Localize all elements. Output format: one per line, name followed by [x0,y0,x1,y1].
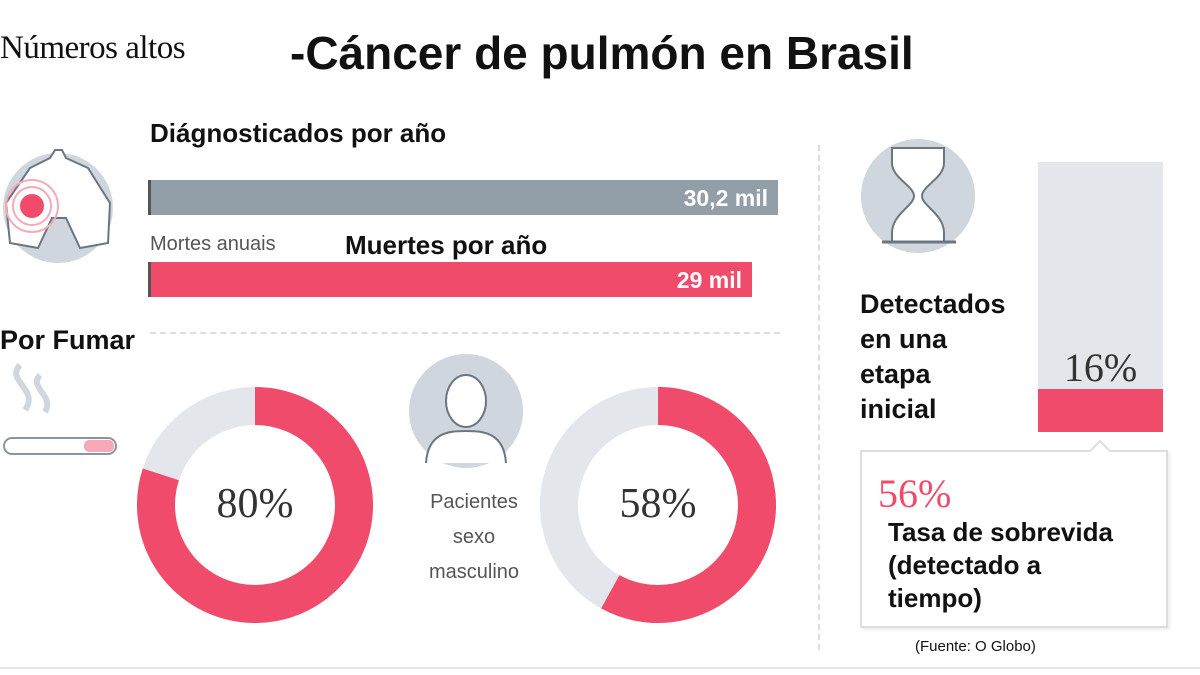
survival-value: 56% [878,471,952,516]
lungs-icon [3,149,113,263]
brand-title: Números altos [0,30,186,66]
diagnosed-bar: 30,2 mil [148,180,778,215]
early-bar-fill [1038,388,1163,432]
smoking-heading: Por Fumar [0,325,136,355]
deaths-value: 29 mil [676,267,742,293]
deaths-original-label: Mortes anuais [150,233,276,255]
page-title: -Cáncer de pulmón en Brasil [290,27,914,79]
divider [150,332,780,334]
male-donut [540,387,776,623]
smoking-value: 80% [216,481,294,527]
person-icon [409,354,523,468]
cigarette-icon [3,362,117,455]
hourglass-icon [861,139,975,253]
early-heading: Detectados en una etapa inicial [860,289,1006,424]
early-value: 16% [1063,345,1138,390]
deaths-bar: 29 mil [148,262,752,297]
survival-callout: 56% Tasa de sobrevida (detectado a tiempo) [860,439,1168,628]
donut-slice [137,387,373,623]
deaths-heading: Muertes por año [345,230,548,260]
diagnosed-heading: Diágnosticados por año [150,118,447,148]
divider-vertical [818,145,820,650]
donut-slice [601,387,776,623]
male-value: 58% [619,481,697,527]
early-bar-track: 16% [1038,162,1163,432]
male-label: Pacientes sexo masculino [428,491,520,583]
diagnosed-value: 30,2 mil [683,185,768,211]
survival-text: Tasa de sobrevida (detectado a tiempo) [888,517,1113,613]
bottom-rule [0,667,1200,669]
source-note: (Fuente: O Globo) [915,638,1036,655]
smoking-donut [137,387,373,623]
